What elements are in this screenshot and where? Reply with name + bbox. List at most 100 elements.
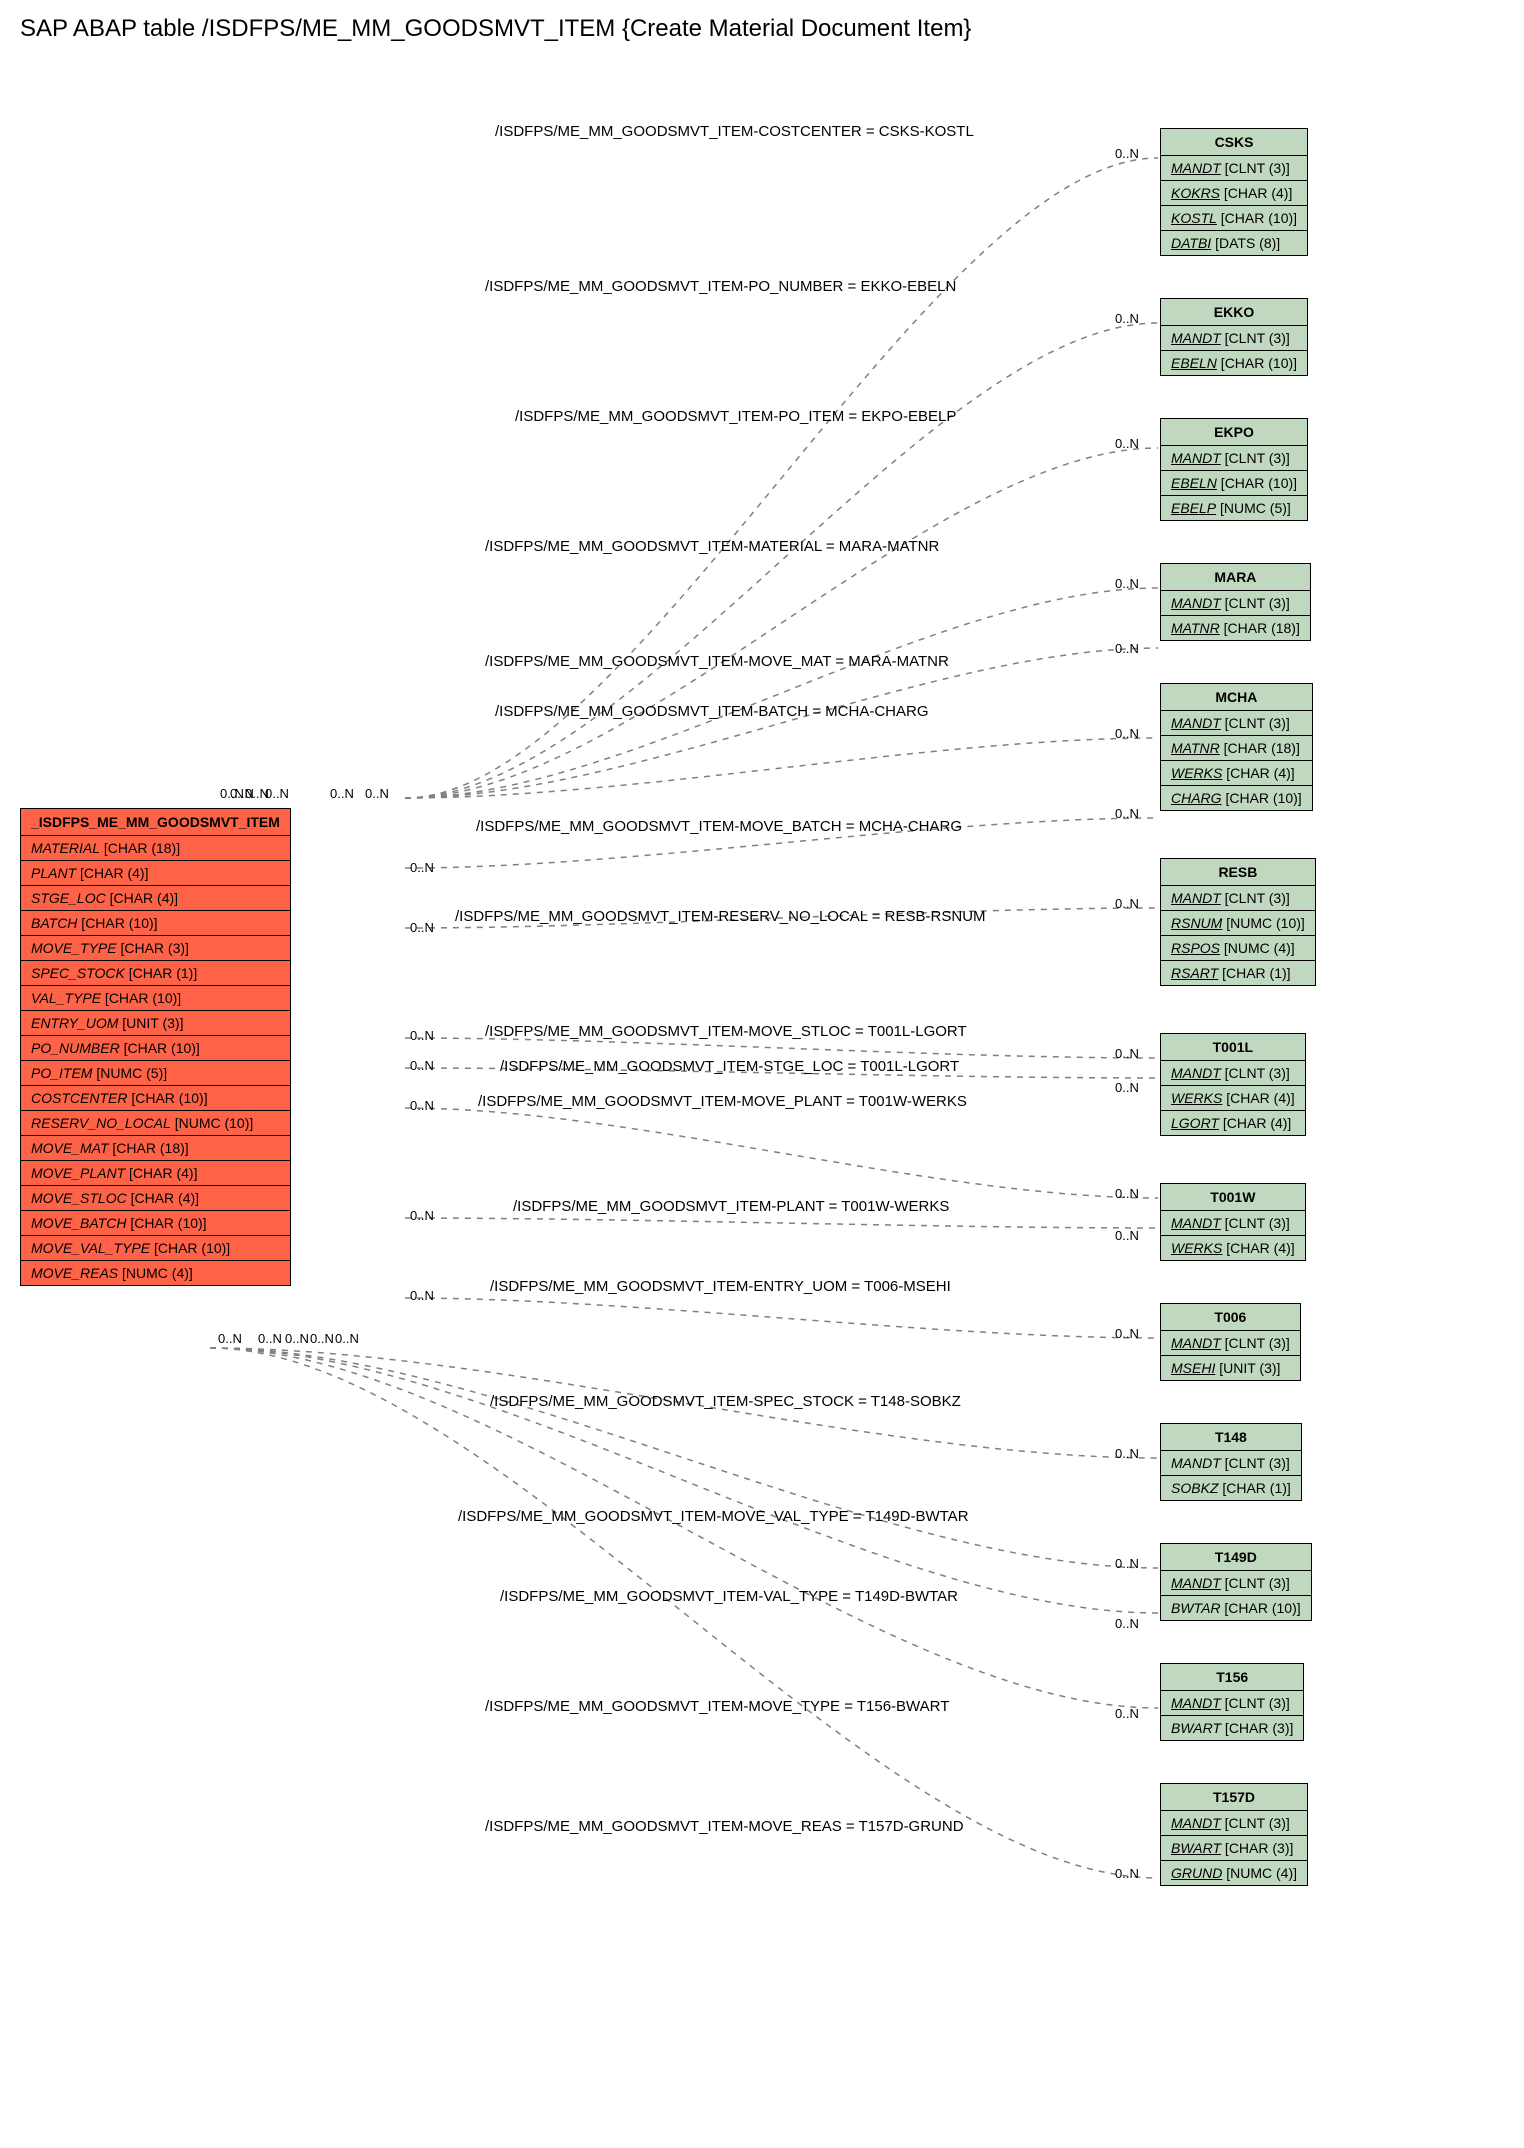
entity-csks: CSKSMANDT [CLNT (3)]KOKRS [CHAR (4)]KOST… <box>1160 128 1308 256</box>
entity-t001w: T001WMANDT [CLNT (3)]WERKS [CHAR (4)] <box>1160 1183 1306 1261</box>
field-row: MANDT [CLNT (3)] <box>1161 156 1308 181</box>
cardinality-dst: 0..N <box>1115 576 1139 591</box>
entity-t148: T148MANDT [CLNT (3)]SOBKZ [CHAR (1)] <box>1160 1423 1302 1501</box>
cardinality-src: 0..N <box>410 1058 434 1073</box>
entity-header: _ISDFPS_ME_MM_GOODSMVT_ITEM <box>21 809 291 836</box>
cardinality-src: 0..N <box>365 786 389 801</box>
field-row: ENTRY_UOM [UNIT (3)] <box>21 1011 291 1036</box>
field-row: RESERV_NO_LOCAL [NUMC (10)] <box>21 1111 291 1136</box>
field-row: MANDT [CLNT (3)] <box>1161 1211 1306 1236</box>
cardinality-dst: 0..N <box>1115 896 1139 911</box>
entity-t156: T156MANDT [CLNT (3)]BWART [CHAR (3)] <box>1160 1663 1304 1741</box>
field-row: MATERIAL [CHAR (18)] <box>21 836 291 861</box>
cardinality-dst: 0..N <box>1115 1080 1139 1095</box>
entity-header: EKKO <box>1161 299 1308 326</box>
edge-label: /ISDFPS/ME_MM_GOODSMVT_ITEM-PO_NUMBER = … <box>485 278 956 295</box>
edge-label: /ISDFPS/ME_MM_GOODSMVT_ITEM-MOVE_BATCH =… <box>476 818 962 835</box>
entity-header: T001L <box>1161 1034 1306 1061</box>
cardinality-dst: 0..N <box>1115 1228 1139 1243</box>
field-row: EBELP [NUMC (5)] <box>1161 496 1308 521</box>
entity-header: T006 <box>1161 1304 1301 1331</box>
field-row: MANDT [CLNT (3)] <box>1161 1451 1302 1476</box>
field-row: MANDT [CLNT (3)] <box>1161 1061 1306 1086</box>
entity-mara: MARAMANDT [CLNT (3)]MATNR [CHAR (18)] <box>1160 563 1311 641</box>
edge-label: /ISDFPS/ME_MM_GOODSMVT_ITEM-COSTCENTER =… <box>495 123 974 140</box>
cardinality-src: 0..N <box>265 786 289 801</box>
edge-label: /ISDFPS/ME_MM_GOODSMVT_ITEM-STGE_LOC = T… <box>500 1058 959 1075</box>
cardinality-src: 0..N <box>410 1208 434 1223</box>
field-row: STGE_LOC [CHAR (4)] <box>21 886 291 911</box>
field-row: WERKS [CHAR (4)] <box>1161 1086 1306 1111</box>
field-row: MANDT [CLNT (3)] <box>1161 1331 1301 1356</box>
field-row: RSPOS [NUMC (4)] <box>1161 936 1316 961</box>
cardinality-dst: 0..N <box>1115 1446 1139 1461</box>
cardinality-dst: 0..N <box>1115 1326 1139 1341</box>
cardinality-dst: 0..N <box>1115 1616 1139 1631</box>
field-row: MATNR [CHAR (18)] <box>1161 736 1313 761</box>
entity-header: T149D <box>1161 1544 1312 1571</box>
edge-label: /ISDFPS/ME_MM_GOODSMVT_ITEM-MOVE_REAS = … <box>485 1818 964 1835</box>
cardinality-dst: 0..N <box>1115 641 1139 656</box>
cardinality-src: 0..N <box>410 1288 434 1303</box>
entity-t001l: T001LMANDT [CLNT (3)]WERKS [CHAR (4)]LGO… <box>1160 1033 1306 1136</box>
edge-label: /ISDFPS/ME_MM_GOODSMVT_ITEM-PO_ITEM = EK… <box>515 408 956 425</box>
field-row: COSTCENTER [CHAR (10)] <box>21 1086 291 1111</box>
field-row: MOVE_MAT [CHAR (18)] <box>21 1136 291 1161</box>
field-row: KOSTL [CHAR (10)] <box>1161 206 1308 231</box>
cardinality-src: 0..N <box>330 786 354 801</box>
cardinality-dst: 0..N <box>1115 1556 1139 1571</box>
field-row: VAL_TYPE [CHAR (10)] <box>21 986 291 1011</box>
entity-header: T148 <box>1161 1424 1302 1451</box>
cardinality-dst: 0..N <box>1115 1706 1139 1721</box>
cardinality-dst: 0..N <box>1115 436 1139 451</box>
field-row: SPEC_STOCK [CHAR (1)] <box>21 961 291 986</box>
entity-t149d: T149DMANDT [CLNT (3)]BWTAR [CHAR (10)] <box>1160 1543 1312 1621</box>
field-row: MANDT [CLNT (3)] <box>1161 711 1313 736</box>
cardinality-src: 0..N <box>310 1331 334 1346</box>
field-row: MOVE_BATCH [CHAR (10)] <box>21 1211 291 1236</box>
field-row: MOVE_REAS [NUMC (4)] <box>21 1261 291 1286</box>
edge-label: /ISDFPS/ME_MM_GOODSMVT_ITEM-MOVE_PLANT =… <box>478 1093 967 1110</box>
field-row: MANDT [CLNT (3)] <box>1161 326 1308 351</box>
field-row: MANDT [CLNT (3)] <box>1161 1571 1312 1596</box>
field-row: MOVE_VAL_TYPE [CHAR (10)] <box>21 1236 291 1261</box>
edge-label: /ISDFPS/ME_MM_GOODSMVT_ITEM-BATCH = MCHA… <box>495 703 929 720</box>
cardinality-src: 0..N <box>410 1098 434 1113</box>
field-row: MOVE_STLOC [CHAR (4)] <box>21 1186 291 1211</box>
field-row: MANDT [CLNT (3)] <box>1161 1811 1308 1836</box>
field-row: MATNR [CHAR (18)] <box>1161 616 1311 641</box>
edge-label: /ISDFPS/ME_MM_GOODSMVT_ITEM-MOVE_VAL_TYP… <box>458 1508 969 1525</box>
field-row: BWART [CHAR (3)] <box>1161 1716 1304 1741</box>
cardinality-src: 0..N <box>410 920 434 935</box>
page-title: SAP ABAP table /ISDFPS/ME_MM_GOODSMVT_IT… <box>20 15 1524 43</box>
field-row: MANDT [CLNT (3)] <box>1161 446 1308 471</box>
field-row: MANDT [CLNT (3)] <box>1161 591 1311 616</box>
entity-header: T157D <box>1161 1784 1308 1811</box>
cardinality-src: 0..N <box>285 1331 309 1346</box>
field-row: RSNUM [NUMC (10)] <box>1161 911 1316 936</box>
cardinality-dst: 0..N <box>1115 1046 1139 1061</box>
cardinality-src: 0..N <box>258 1331 282 1346</box>
field-row: LGORT [CHAR (4)] <box>1161 1111 1306 1136</box>
entity-header: EKPO <box>1161 419 1308 446</box>
edge-label: /ISDFPS/ME_MM_GOODSMVT_ITEM-PLANT = T001… <box>513 1198 949 1215</box>
cardinality-dst: 0..N <box>1115 146 1139 161</box>
field-row: GRUND [NUMC (4)] <box>1161 1861 1308 1886</box>
entity-t157d: T157DMANDT [CLNT (3)]BWART [CHAR (3)]GRU… <box>1160 1783 1308 1886</box>
edge-label: /ISDFPS/ME_MM_GOODSMVT_ITEM-RESERV_NO_LO… <box>455 908 986 925</box>
field-row: EBELN [CHAR (10)] <box>1161 471 1308 496</box>
field-row: RSART [CHAR (1)] <box>1161 961 1316 986</box>
field-row: BWART [CHAR (3)] <box>1161 1836 1308 1861</box>
edge-label: /ISDFPS/ME_MM_GOODSMVT_ITEM-MATERIAL = M… <box>485 538 939 555</box>
field-row: MANDT [CLNT (3)] <box>1161 886 1316 911</box>
edge-label: /ISDFPS/ME_MM_GOODSMVT_ITEM-MOVE_TYPE = … <box>485 1698 949 1715</box>
entity-t006: T006MANDT [CLNT (3)]MSEHI [UNIT (3)] <box>1160 1303 1301 1381</box>
entity-header: T001W <box>1161 1184 1306 1211</box>
cardinality-dst: 0..N <box>1115 806 1139 821</box>
entity-header: RESB <box>1161 859 1316 886</box>
field-row: MOVE_PLANT [CHAR (4)] <box>21 1161 291 1186</box>
field-row: EBELN [CHAR (10)] <box>1161 351 1308 376</box>
cardinality-src: 0..N <box>218 1331 242 1346</box>
field-row: CHARG [CHAR (10)] <box>1161 786 1313 811</box>
field-row: PLANT [CHAR (4)] <box>21 861 291 886</box>
